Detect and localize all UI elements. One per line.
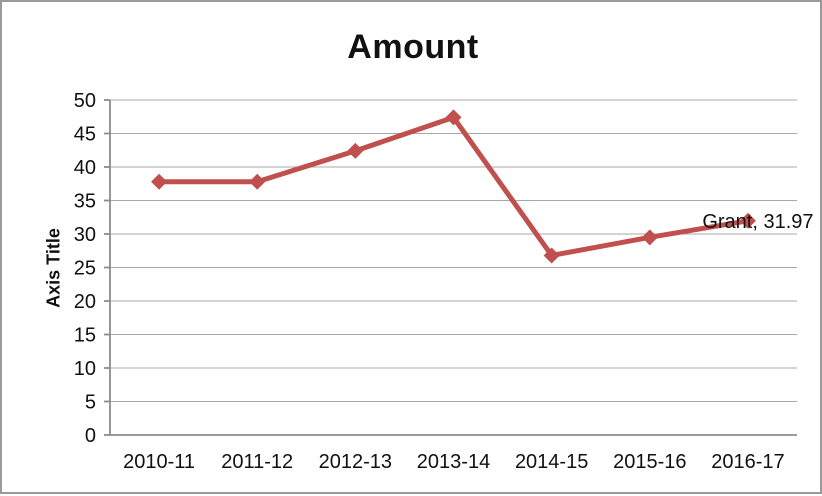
y-tick-label: 45	[74, 124, 96, 146]
y-tick-label: 25	[74, 258, 96, 280]
data-point-marker[interactable]	[641, 229, 658, 246]
x-tick-label: 2011-12	[221, 451, 293, 473]
y-tick-label: 20	[74, 291, 96, 313]
y-tick-label: 15	[74, 325, 96, 347]
data-point-marker[interactable]	[739, 212, 756, 229]
chart-title: Amount	[347, 28, 479, 66]
x-tick-label: 2010-11	[123, 451, 195, 473]
axes	[104, 99, 797, 436]
data-point-marker[interactable]	[543, 247, 560, 264]
y-tick-label: 50	[74, 90, 96, 112]
y-axis-tick-labels: 0 5 10 15 20 25 30 35 40 45 50	[74, 90, 96, 447]
data-point-marker[interactable]	[151, 173, 168, 190]
gridlines	[110, 99, 797, 402]
y-tick-label: 5	[85, 392, 96, 414]
data-label-last-point: Grant, 31.97	[702, 211, 813, 233]
y-tick-label: 40	[74, 157, 96, 179]
x-tick-label: 2012-13	[319, 451, 392, 473]
data-point-marker[interactable]	[445, 109, 462, 126]
y-tick-label: 10	[74, 358, 96, 380]
data-point-marker[interactable]	[249, 173, 266, 190]
data-point-marker[interactable]	[347, 142, 364, 159]
y-tick-label: 0	[85, 425, 96, 447]
x-axis-tick-labels: 2010-11 2011-12 2012-13 2013-14 2014-15 2015-…	[123, 451, 785, 473]
y-tick-label: 35	[74, 191, 96, 213]
series-markers[interactable]	[151, 109, 756, 264]
x-tick-label: 2015-16	[613, 451, 686, 473]
x-tick-label: 2014-15	[515, 451, 588, 473]
x-tick-label: 2016-17	[711, 451, 784, 473]
series-line-grant[interactable]	[156, 114, 751, 258]
x-tick-label: 2013-14	[417, 451, 490, 473]
y-tick-label: 30	[74, 224, 96, 246]
